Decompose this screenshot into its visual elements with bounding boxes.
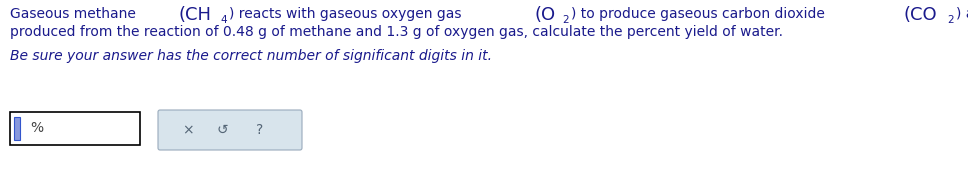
Text: %: % (30, 121, 44, 135)
Bar (10, 112, 140, 145)
FancyBboxPatch shape (158, 110, 302, 150)
Text: Gaseous methane: Gaseous methane (10, 7, 140, 21)
Text: (CO: (CO (904, 6, 937, 24)
Text: 4: 4 (221, 15, 227, 25)
Text: ) to produce gaseous carbon dioxide: ) to produce gaseous carbon dioxide (571, 7, 829, 21)
Bar (14, 117, 20, 140)
Text: 2: 2 (562, 15, 569, 25)
Text: ×: × (182, 123, 194, 137)
Text: produced from the reaction of 0.48 g of methane and 1.3 g of oxygen gas, calcula: produced from the reaction of 0.48 g of … (10, 25, 783, 39)
Text: ↺: ↺ (216, 123, 227, 137)
Text: Be sure your answer has the correct number of significant digits in it.: Be sure your answer has the correct numb… (10, 49, 492, 63)
Text: ) and gaseous water: ) and gaseous water (955, 7, 968, 21)
Text: ?: ? (257, 123, 263, 137)
Text: 2: 2 (948, 15, 953, 25)
Text: (CH: (CH (178, 6, 211, 24)
Text: (O: (O (535, 6, 556, 24)
Text: ) reacts with gaseous oxygen gas: ) reacts with gaseous oxygen gas (229, 7, 466, 21)
